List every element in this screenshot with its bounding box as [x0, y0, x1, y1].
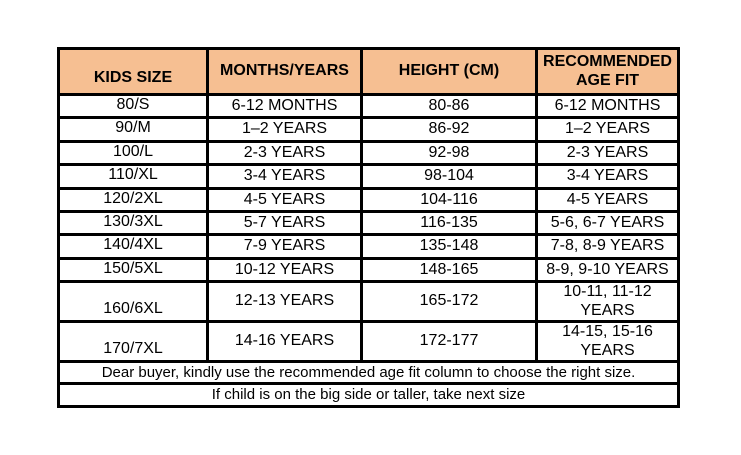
cell-kids-size: 170/7XL [57, 320, 209, 364]
cell-kids-size: 110/XL [57, 163, 209, 190]
cell-height-cm: 148-165 [360, 256, 538, 284]
table-row: 150/5XL 10-12 YEARS 148-165 8-9, 9-10 YE… [57, 256, 680, 284]
cell-months-years: 7-9 YEARS [206, 233, 363, 260]
cell-recommended-age: 10-11, 11-12 YEARS [535, 280, 680, 324]
kids-size-table: KIDS SIZE MONTHS/YEARS HEIGHT (CM) RECOM… [57, 47, 680, 408]
table-row: 100/L 2-3 YEARS 92-98 2-3 YEARS [57, 139, 680, 167]
cell-months-years: 5-7 YEARS [206, 209, 363, 237]
cell-recommended-age: 6-12 MONTHS [535, 92, 680, 120]
header-row: KIDS SIZE MONTHS/YEARS HEIGHT (CM) RECOM… [57, 47, 680, 96]
cell-months-years: 2-3 YEARS [206, 139, 363, 167]
column-header-months-years: MONTHS/YEARS [206, 47, 363, 96]
table-row: 160/6XL 12-13 YEARS 165-172 10-11, 11-12… [57, 280, 680, 324]
cell-recommended-age: 1–2 YEARS [535, 116, 680, 143]
cell-height-cm: 116-135 [360, 209, 538, 237]
cell-height-cm: 135-148 [360, 233, 538, 260]
cell-recommended-age: 8-9, 9-10 YEARS [535, 256, 680, 284]
table-row: 80/S 6-12 MONTHS 80-86 6-12 MONTHS [57, 92, 680, 120]
cell-height-cm: 98-104 [360, 163, 538, 190]
note-row: Dear buyer, kindly use the recommended a… [57, 360, 680, 386]
cell-height-cm: 92-98 [360, 139, 538, 167]
cell-kids-size: 100/L [57, 139, 209, 167]
table-row: 120/2XL 4-5 YEARS 104-116 4-5 YEARS [57, 186, 680, 213]
cell-kids-size: 80/S [57, 92, 209, 120]
cell-recommended-age: 2-3 YEARS [535, 139, 680, 167]
cell-height-cm: 165-172 [360, 280, 538, 324]
cell-months-years: 14-16 YEARS [206, 320, 363, 364]
column-header-height-cm: HEIGHT (CM) [360, 47, 538, 96]
table-row: 130/3XL 5-7 YEARS 116-135 5-6, 6-7 YEARS [57, 209, 680, 237]
cell-kids-size: 160/6XL [57, 280, 209, 324]
column-header-recommended-age-fit: RECOMMENDED AGE FIT [535, 47, 680, 96]
note-take-next-size: If child is on the big side or taller, t… [57, 382, 680, 408]
note-recommended-age-fit: Dear buyer, kindly use the recommended a… [57, 360, 680, 386]
table-row: 110/XL 3-4 YEARS 98-104 3-4 YEARS [57, 163, 680, 190]
cell-recommended-age: 7-8, 8-9 YEARS [535, 233, 680, 260]
cell-height-cm: 172-177 [360, 320, 538, 364]
cell-months-years: 10-12 YEARS [206, 256, 363, 284]
cell-height-cm: 86-92 [360, 116, 538, 143]
cell-months-years: 4-5 YEARS [206, 186, 363, 213]
cell-kids-size: 150/5XL [57, 256, 209, 284]
cell-recommended-age: 5-6, 6-7 YEARS [535, 209, 680, 237]
cell-height-cm: 104-116 [360, 186, 538, 213]
cell-months-years: 12-13 YEARS [206, 280, 363, 324]
cell-months-years: 3-4 YEARS [206, 163, 363, 190]
cell-recommended-age: 4-5 YEARS [535, 186, 680, 213]
column-header-kids-size: KIDS SIZE [57, 47, 209, 96]
table-row: 170/7XL 14-16 YEARS 172-177 14-15, 15-16… [57, 320, 680, 364]
cell-kids-size: 130/3XL [57, 209, 209, 237]
cell-recommended-age: 3-4 YEARS [535, 163, 680, 190]
cell-kids-size: 140/4XL [57, 233, 209, 260]
cell-months-years: 6-12 MONTHS [206, 92, 363, 120]
cell-kids-size: 90/M [57, 116, 209, 143]
cell-months-years: 1–2 YEARS [206, 116, 363, 143]
table-row: 140/4XL 7-9 YEARS 135-148 7-8, 8-9 YEARS [57, 233, 680, 260]
cell-recommended-age: 14-15, 15-16 YEARS [535, 320, 680, 364]
cell-height-cm: 80-86 [360, 92, 538, 120]
cell-kids-size: 120/2XL [57, 186, 209, 213]
table-row: 90/M 1–2 YEARS 86-92 1–2 YEARS [57, 116, 680, 143]
note-row: If child is on the big side or taller, t… [57, 382, 680, 408]
